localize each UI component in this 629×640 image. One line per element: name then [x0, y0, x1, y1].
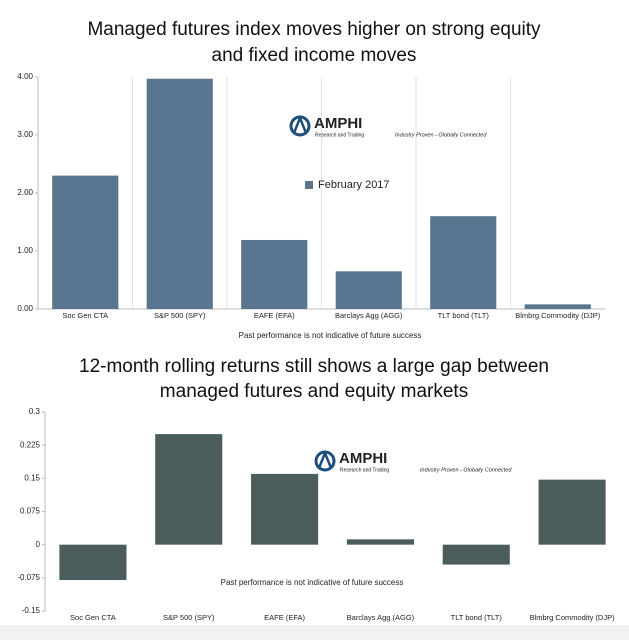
bar [538, 479, 606, 545]
bar [146, 78, 213, 310]
bottom-strip [0, 625, 629, 640]
y-tick-label: 0.075 [20, 507, 41, 516]
logo-mark [317, 449, 333, 469]
x-tick-label: Barclays Agg (AGG) [335, 311, 403, 320]
x-tick-label: EAFE (EFA) [254, 311, 295, 320]
y-tick-label: -0.15 [22, 606, 41, 615]
logo-tagline: Industry Proven - Globally Connected [420, 467, 512, 473]
bar [52, 175, 119, 309]
logo-name: AMPHI [339, 450, 387, 467]
x-tick-label: S&P 500 (SPY) [163, 613, 215, 622]
logo-subtitle: Research and Trading [340, 467, 389, 473]
x-tick-label: Barclays Agg (AGG) [347, 613, 415, 622]
y-tick-label: 1.00 [17, 246, 33, 255]
legend-label: February 2017 [318, 179, 390, 191]
y-tick-label: 0.225 [20, 440, 41, 449]
x-tick-label: Blmbrg Commodity (DJP) [515, 311, 601, 320]
x-tick-label: TLT bond (TLT) [438, 311, 490, 320]
logo-tagline: Industry Proven - Globally Connected [395, 132, 487, 138]
legend-swatch [305, 181, 313, 189]
y-tick-label: 0 [36, 540, 41, 549]
chart-title: 12-month rolling returns still shows a l… [79, 356, 549, 377]
bar [251, 473, 319, 545]
y-tick-label: 0.3 [29, 407, 41, 416]
y-tick-label: 3.00 [17, 130, 33, 139]
bar [335, 271, 402, 309]
logo-name: AMPHI [314, 115, 362, 132]
x-tick-label: Soc Gen CTA [70, 613, 116, 622]
bar [346, 539, 414, 545]
x-tick-label: TLT bond (TLT) [451, 613, 503, 622]
x-tick-label: Blmbrg Commodity (DJP) [530, 613, 616, 622]
bar [430, 216, 497, 309]
bar [155, 434, 223, 545]
chart-title: managed futures and equity markets [160, 381, 468, 402]
chart-title: and fixed income moves [212, 45, 417, 66]
y-tick-label: -0.075 [17, 573, 40, 582]
x-tick-label: Soc Gen CTA [62, 311, 108, 320]
x-tick-label: S&P 500 (SPY) [154, 311, 206, 320]
bar [442, 544, 510, 565]
bar [241, 239, 308, 309]
x-tick-label: EAFE (EFA) [264, 613, 305, 622]
bar [524, 304, 591, 309]
bar [59, 544, 127, 581]
chart-title: Managed futures index moves higher on st… [87, 19, 541, 40]
logo-subtitle: Research and Trading [315, 132, 364, 138]
note: Past performance is not indicative of fu… [239, 331, 422, 340]
y-tick-label: 0.15 [24, 473, 40, 482]
y-tick-label: 4.00 [17, 72, 33, 81]
y-tick-label: 2.00 [17, 188, 33, 197]
logo-mark [292, 114, 308, 134]
y-tick-label: 0.00 [17, 304, 33, 313]
note: Past performance is not indicative of fu… [221, 578, 404, 587]
